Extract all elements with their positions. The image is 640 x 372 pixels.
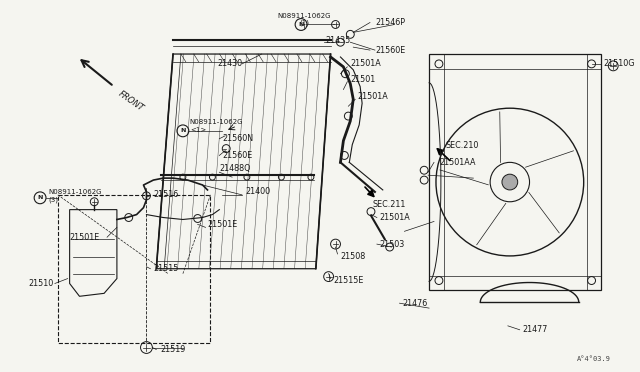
Text: 21400: 21400 — [245, 187, 270, 196]
Text: 21560E: 21560E — [222, 151, 253, 160]
Text: 21516: 21516 — [154, 190, 179, 199]
Text: (1): (1) — [299, 20, 309, 26]
Text: 21501E: 21501E — [70, 233, 100, 242]
Text: 21477: 21477 — [523, 325, 548, 334]
Text: 21560E: 21560E — [375, 46, 405, 55]
Circle shape — [502, 174, 518, 190]
Text: SEC.210: SEC.210 — [446, 141, 479, 150]
Text: 21476: 21476 — [403, 299, 428, 308]
Text: 21435: 21435 — [326, 36, 351, 45]
Text: N08911-1062G: N08911-1062G — [48, 189, 102, 195]
Text: N: N — [298, 22, 304, 27]
Text: N: N — [37, 195, 43, 200]
Text: N08911-1062G: N08911-1062G — [190, 119, 243, 125]
Text: 21508: 21508 — [340, 253, 365, 262]
Text: 21546P: 21546P — [375, 18, 405, 27]
Text: 21501E: 21501E — [207, 220, 237, 229]
Text: 21515: 21515 — [154, 264, 179, 273]
Text: 21430: 21430 — [218, 60, 243, 68]
Text: 21501A: 21501A — [350, 60, 381, 68]
Text: <1>: <1> — [190, 127, 206, 133]
Text: 21501AA: 21501AA — [439, 158, 476, 167]
Text: 21560N: 21560N — [222, 134, 253, 143]
Text: (3): (3) — [48, 196, 58, 203]
Text: N08911-1062G: N08911-1062G — [277, 13, 331, 19]
Text: 21503: 21503 — [380, 240, 405, 248]
Text: 21519: 21519 — [160, 345, 186, 354]
Text: 21510: 21510 — [28, 279, 54, 288]
Text: FRONT: FRONT — [117, 90, 146, 113]
Text: 21488Q: 21488Q — [220, 164, 251, 173]
Text: 21515E: 21515E — [333, 276, 364, 285]
Text: 21501A: 21501A — [357, 92, 388, 101]
Bar — [58, 195, 211, 343]
Text: 21510G: 21510G — [604, 60, 635, 68]
Text: A°4°03.9: A°4°03.9 — [577, 356, 611, 362]
Text: 21501: 21501 — [350, 75, 376, 84]
Text: 21501A: 21501A — [380, 213, 411, 222]
Text: SEC.211: SEC.211 — [373, 200, 406, 209]
Text: N: N — [180, 128, 186, 133]
